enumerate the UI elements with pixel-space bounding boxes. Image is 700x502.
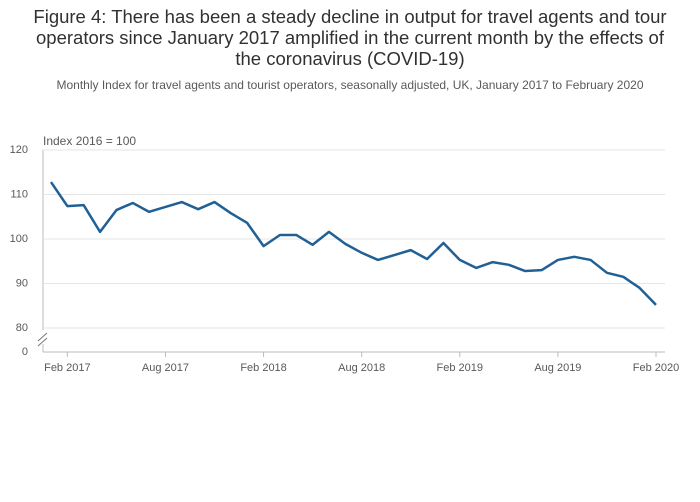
y-tick-label: 110 [10, 188, 28, 200]
y-tick-label: 90 [16, 277, 28, 289]
y-annotation: Index 2016 = 100 [43, 134, 136, 148]
chart-title: Figure 4: There has been a steady declin… [33, 6, 667, 69]
y-tick-label: 100 [10, 233, 28, 245]
x-tick-label: Feb 2018 [240, 362, 286, 374]
x-tick-label: Aug 2018 [338, 362, 385, 374]
x-tick-label: Aug 2019 [534, 362, 581, 374]
axis-break [37, 337, 48, 347]
y-tick-label: 80 [16, 322, 28, 334]
x-tick-label: Aug 2017 [142, 362, 189, 374]
axis-break [37, 332, 48, 342]
y-tick-label: 0 [22, 346, 28, 358]
x-tick-label: Feb 2017 [44, 362, 90, 374]
x-tick-label: Feb 2020 [633, 362, 679, 374]
data-line [49, 181, 657, 306]
chart-subtitle: Monthly Index for travel agents and tour… [56, 78, 644, 92]
y-tick-label: 120 [10, 144, 28, 156]
x-tick-label: Feb 2019 [437, 362, 483, 374]
